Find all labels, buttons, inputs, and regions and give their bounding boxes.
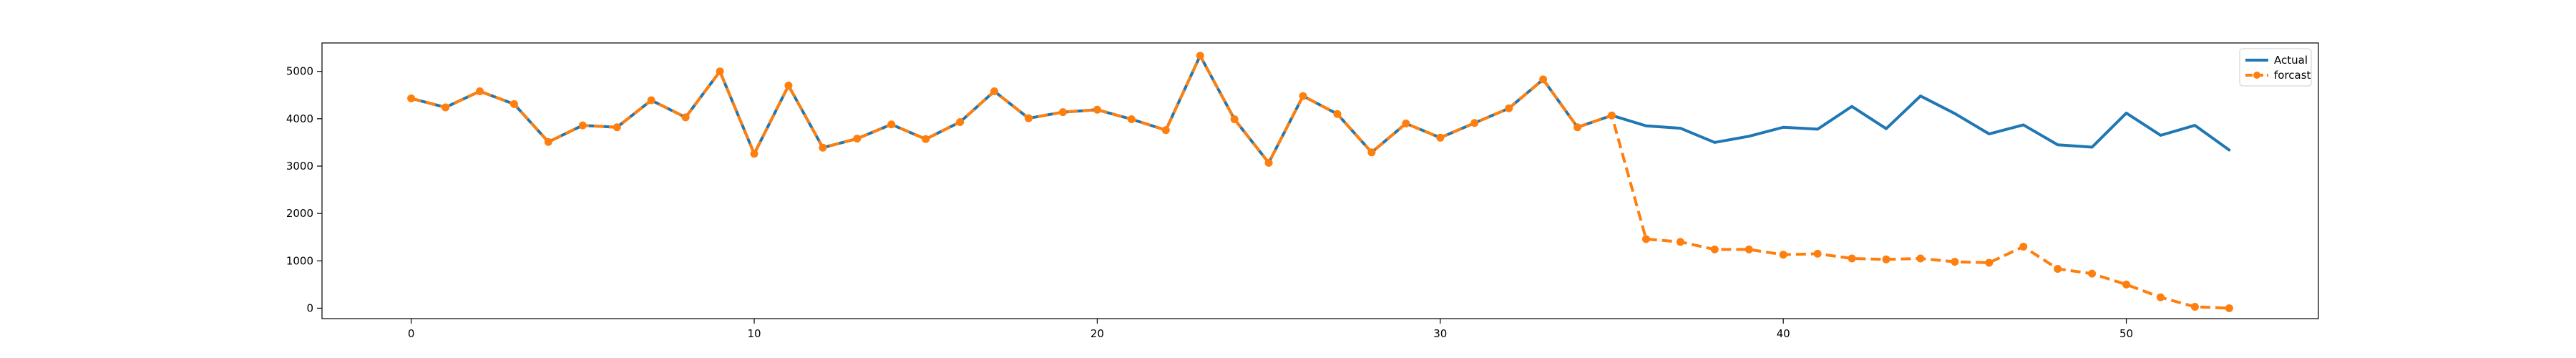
data-point-forcast	[784, 82, 793, 90]
data-point-forcast	[750, 150, 758, 158]
data-point-forcast	[1333, 110, 1342, 118]
data-point-forcast	[2190, 302, 2199, 311]
data-point-forcast	[1127, 115, 1136, 124]
data-point-forcast	[1402, 119, 1410, 127]
data-point-forcast	[956, 117, 965, 126]
data-point-forcast	[1093, 105, 1101, 114]
y-tick-label: 4000	[286, 112, 313, 125]
data-point-forcast	[1676, 238, 1684, 246]
data-point-forcast	[2088, 269, 2097, 278]
data-point-forcast	[1848, 254, 1856, 263]
data-point-forcast	[2156, 293, 2165, 301]
data-point-forcast	[1470, 119, 1479, 127]
data-point-forcast	[2122, 280, 2131, 289]
data-point-forcast	[887, 120, 896, 129]
data-point-forcast	[681, 113, 690, 122]
data-point-forcast	[1574, 123, 1582, 132]
data-point-forcast	[647, 96, 655, 105]
data-point-forcast	[1299, 92, 1307, 100]
data-point-forcast	[990, 87, 999, 95]
data-point-forcast	[1985, 258, 1994, 267]
data-point-forcast	[1882, 255, 1890, 263]
data-point-forcast	[2225, 304, 2233, 312]
data-point-forcast	[1710, 245, 1719, 253]
x-tick-label: 50	[2119, 327, 2133, 340]
data-point-forcast	[1539, 75, 1548, 84]
data-point-forcast	[1230, 115, 1239, 124]
data-point-forcast	[1607, 111, 1616, 120]
data-point-forcast	[1813, 249, 1822, 258]
data-point-forcast	[922, 135, 930, 143]
x-tick-label: 40	[1777, 327, 1790, 340]
x-tick-label: 0	[408, 327, 415, 340]
data-point-forcast	[716, 67, 724, 76]
y-tick-label: 5000	[286, 65, 313, 78]
data-point-forcast	[1641, 235, 1650, 243]
data-point-forcast	[1505, 104, 1513, 112]
data-point-forcast	[441, 103, 450, 112]
series-forcast	[407, 52, 2233, 312]
x-tick-label: 30	[1433, 327, 1447, 340]
data-point-forcast	[1916, 254, 1925, 263]
y-tick-label: 2000	[286, 207, 313, 220]
legend-label-actual: Actual	[2274, 54, 2308, 67]
plot-area	[321, 42, 2319, 319]
data-point-forcast	[1196, 52, 1204, 60]
data-point-forcast	[476, 87, 484, 95]
data-point-forcast	[1367, 148, 1376, 157]
data-point-forcast	[544, 137, 552, 146]
series-line-forcast	[411, 54, 2230, 310]
data-point-forcast	[819, 143, 827, 152]
y-tick-label: 0	[306, 301, 313, 314]
legend-label-forcast: forcast	[2274, 69, 2311, 82]
plot-frame	[321, 42, 2319, 319]
data-point-forcast	[407, 94, 416, 102]
x-tick-label: 10	[747, 327, 761, 340]
data-point-forcast	[1264, 158, 1273, 167]
data-point-forcast	[509, 100, 518, 108]
data-point-forcast	[613, 123, 621, 132]
y-tick-label: 3000	[286, 160, 313, 173]
data-point-forcast	[1058, 108, 1067, 117]
data-point-forcast	[2019, 242, 2028, 251]
data-point-forcast	[1951, 258, 1959, 266]
x-axis: 0 10 20 30 40 50	[408, 319, 2133, 340]
data-point-forcast	[1745, 245, 1753, 253]
data-point-forcast	[1025, 114, 1033, 122]
data-point-forcast	[1779, 251, 1787, 259]
data-point-forcast	[578, 121, 587, 130]
series-layer	[407, 52, 2233, 312]
x-tick-label: 20	[1091, 327, 1104, 340]
data-point-forcast	[1436, 133, 1445, 142]
y-tick-label: 1000	[286, 254, 313, 267]
data-point-forcast	[853, 135, 862, 143]
legend: Actual forcast	[2239, 48, 2312, 87]
data-point-forcast	[1161, 126, 1170, 135]
legend-marker-forcast	[2253, 72, 2260, 79]
data-point-forcast	[2054, 265, 2062, 274]
y-axis: 0 1000 2000 3000 4000 5000	[286, 65, 322, 314]
